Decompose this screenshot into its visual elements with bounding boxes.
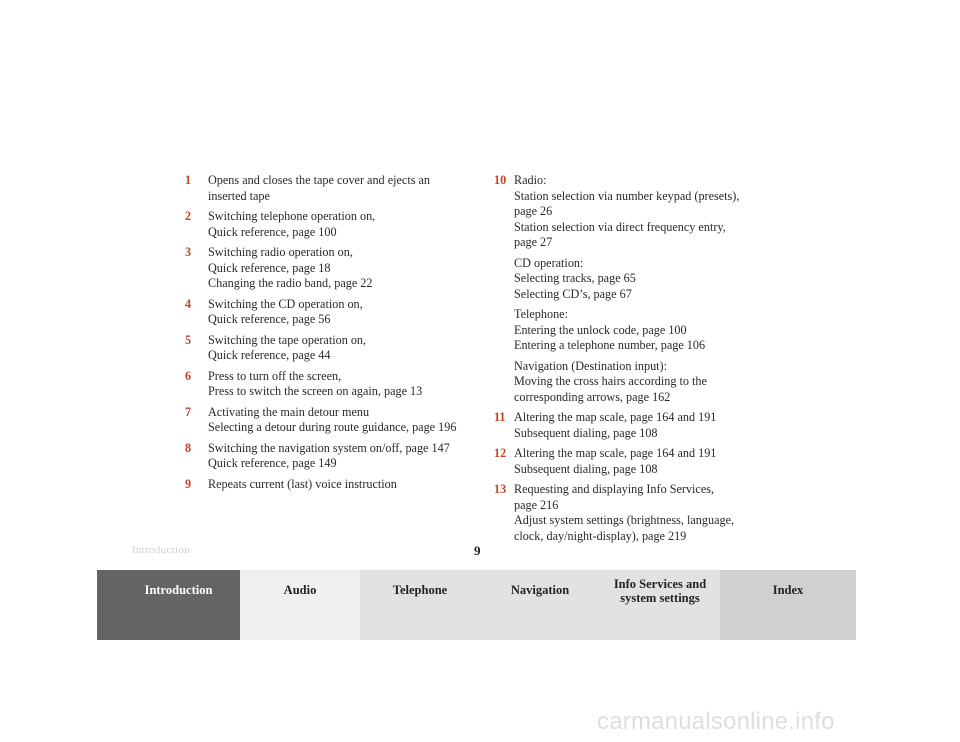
item-text: Quick reference, page 149	[208, 456, 337, 470]
item-number: 3	[185, 245, 192, 259]
item-number: 11	[494, 410, 506, 424]
page-number: 9	[474, 543, 481, 558]
item-text: Switching telephone operation on,	[208, 209, 376, 223]
list-item: 3 Switching radio operation on, Quick re…	[185, 245, 475, 292]
item-text: Switching radio operation on,	[208, 245, 353, 259]
right-column: 10 Radio: Station selection via number k…	[494, 173, 764, 549]
list-item: 1 Opens and closes the tape cover and ej…	[185, 173, 475, 204]
item-text: Press to turn off the screen,	[208, 368, 342, 383]
item-text: Requesting and displaying Info Services,	[514, 482, 715, 496]
item-text: Altering the map scale, page 164 and 191	[514, 410, 717, 424]
item-text: Switching the tape operation on,	[208, 332, 367, 347]
list-item: 11 Altering the map scale, page 164 and …	[494, 410, 764, 441]
item-number: 1	[185, 173, 192, 187]
item-text: Activating the main detour menu	[208, 404, 370, 419]
list-item: 2 Switching telephone operation on, Quic…	[185, 209, 475, 240]
item-text: Station selection via number keypad (pre…	[514, 188, 740, 203]
item-text: Quick reference, page 100	[208, 224, 337, 239]
item-text: clock, day/night-display), page 219	[514, 528, 687, 543]
item-number: 8	[185, 440, 192, 455]
item-text: Entering the unlock code, page 100	[514, 322, 687, 337]
tab-label: Info Services and	[613, 577, 707, 591]
item-text: Entering a telephone number, page 106	[514, 338, 706, 352]
item-text: page 216	[514, 497, 559, 512]
tab-label: Navigation	[510, 583, 570, 597]
item-text: Station selection via direct frequency e…	[514, 219, 726, 234]
tab-label: Telephone	[392, 583, 448, 597]
item-text: inserted tape	[208, 188, 270, 203]
item-text: Quick reference, page 18	[208, 260, 331, 275]
list-item: 13 Requesting and displaying Info Servic…	[494, 482, 764, 544]
chapter-tab-bar: Introduction Audio Telephone Navigation …	[97, 570, 856, 640]
tab-label: Index	[772, 583, 804, 597]
item-text: Quick reference, page 56	[208, 312, 331, 326]
item-number: 12	[494, 446, 507, 460]
item-group-navigation: Navigation (Destination input): Moving t…	[514, 359, 764, 406]
item-text: Opens and closes the tape cover and ejec…	[208, 173, 430, 187]
tab-label: system settings	[620, 591, 700, 605]
item-text: Radio:	[514, 173, 547, 187]
left-column: 1 Opens and closes the tape cover and ej…	[185, 173, 475, 497]
item-text: Repeats current (last) voice instruction	[208, 476, 397, 491]
item-text: Changing the radio band, page 22	[208, 276, 373, 290]
tab-audio[interactable]: Audio	[240, 570, 360, 640]
item-text: Switching the CD operation on,	[208, 296, 363, 311]
tab-label: Introduction	[144, 583, 213, 597]
list-item: 7 Activating the main detour menu Select…	[185, 405, 475, 436]
item-group-radio: Radio: Station selection via number keyp…	[514, 173, 764, 251]
list-item: 12 Altering the map scale, page 164 and …	[494, 446, 764, 477]
item-number: 9	[185, 476, 192, 491]
list-item: 8 Switching the navigation system on/off…	[185, 441, 475, 472]
list-item: 4 Switching the CD operation on, Quick r…	[185, 297, 475, 328]
running-footer-section: Introduction	[132, 544, 190, 556]
list-item: 9 Repeats current (last) voice instructi…	[185, 477, 475, 493]
tab-navigation[interactable]: Navigation	[480, 570, 600, 640]
item-text: Navigation (Destination input):	[514, 358, 667, 373]
item-text: page 27	[514, 235, 553, 249]
list-item: 6 Press to turn off the screen, Press to…	[185, 369, 475, 400]
item-number: 10	[494, 173, 507, 187]
item-text: Press to switch the screen on again, pag…	[208, 384, 423, 398]
item-text: Selecting a detour during route guidance…	[208, 420, 457, 434]
tab-index[interactable]: Index	[720, 570, 856, 640]
watermark-text: carmanualsonline.info	[597, 708, 835, 735]
item-text: Subsequent dialing, page 108	[514, 461, 658, 476]
item-number: 4	[185, 296, 192, 311]
item-text: CD operation:	[514, 255, 584, 270]
item-group-telephone: Telephone: Entering the unlock code, pag…	[514, 307, 764, 354]
item-number: 7	[185, 404, 192, 419]
tab-label: Audio	[283, 583, 317, 597]
list-item: 5 Switching the tape operation on, Quick…	[185, 333, 475, 364]
item-text: Telephone:	[514, 307, 568, 321]
item-text: corresponding arrows, page 162	[514, 389, 671, 404]
tab-telephone[interactable]: Telephone	[360, 570, 480, 640]
tab-info-services[interactable]: Info Services and system settings	[600, 570, 720, 640]
item-number: 2	[185, 209, 192, 223]
item-number: 5	[185, 332, 192, 347]
item-number: 6	[185, 368, 192, 383]
item-text: Selecting tracks, page 65	[514, 271, 636, 285]
tab-introduction[interactable]: Introduction	[97, 570, 240, 640]
item-text: Switching the navigation system on/off, …	[208, 440, 450, 455]
item-text: Quick reference, page 44	[208, 348, 331, 362]
item-group-cd: CD operation: Selecting tracks, page 65 …	[514, 256, 764, 303]
item-text: Adjust system settings (brightness, lang…	[514, 513, 735, 527]
item-number: 13	[494, 482, 507, 496]
item-text: page 26	[514, 204, 553, 218]
item-text: Selecting CD’s, page 67	[514, 286, 632, 301]
item-text: Moving the cross hairs according to the	[514, 374, 707, 388]
list-item: 10 Radio: Station selection via number k…	[494, 173, 764, 405]
item-text: Subsequent dialing, page 108	[514, 425, 658, 440]
item-text: Altering the map scale, page 164 and 191	[514, 446, 717, 460]
